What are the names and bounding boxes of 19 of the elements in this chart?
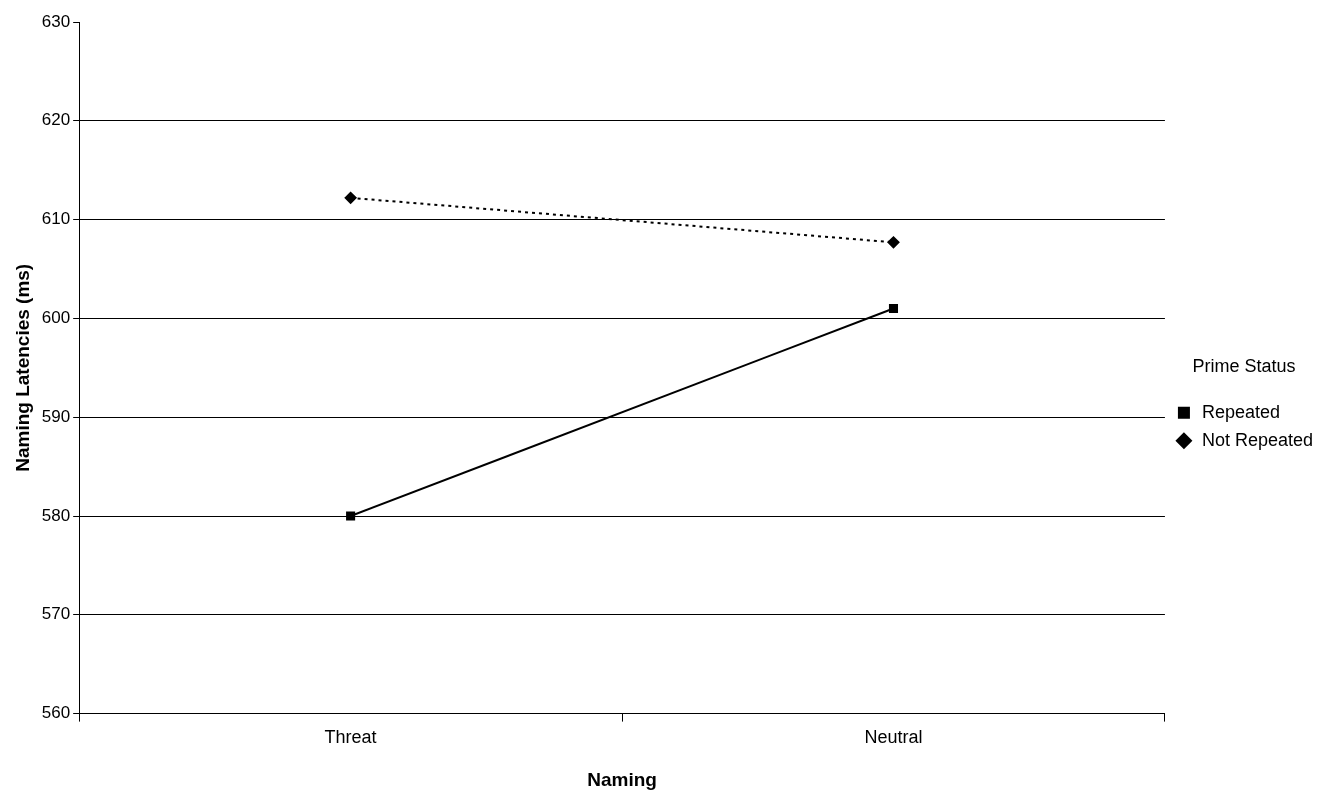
y-axis-title: Naming Latencies (ms) bbox=[11, 263, 33, 472]
point bbox=[344, 191, 357, 204]
x-tick-label: Threat bbox=[324, 727, 377, 748]
y-tick-label: 620 bbox=[41, 110, 71, 130]
y-tick-label: 580 bbox=[41, 505, 71, 525]
point bbox=[888, 303, 899, 314]
legend-label: Repeated bbox=[1201, 401, 1280, 422]
y-tick-label: 610 bbox=[41, 209, 71, 229]
y-tick-label: 590 bbox=[41, 406, 71, 426]
y-tick-label: 600 bbox=[41, 308, 71, 328]
x-tick-label: Neutral bbox=[864, 727, 923, 748]
point bbox=[887, 236, 900, 249]
y-tick-label: 560 bbox=[41, 703, 71, 723]
y-tick-label: 570 bbox=[41, 604, 71, 624]
point bbox=[346, 511, 356, 521]
legend-title: Prime Status bbox=[1192, 356, 1296, 377]
x-axis-title: Naming bbox=[587, 768, 657, 790]
legend-label: Not Repeated bbox=[1201, 429, 1313, 450]
y-tick-label: 630 bbox=[41, 11, 71, 31]
